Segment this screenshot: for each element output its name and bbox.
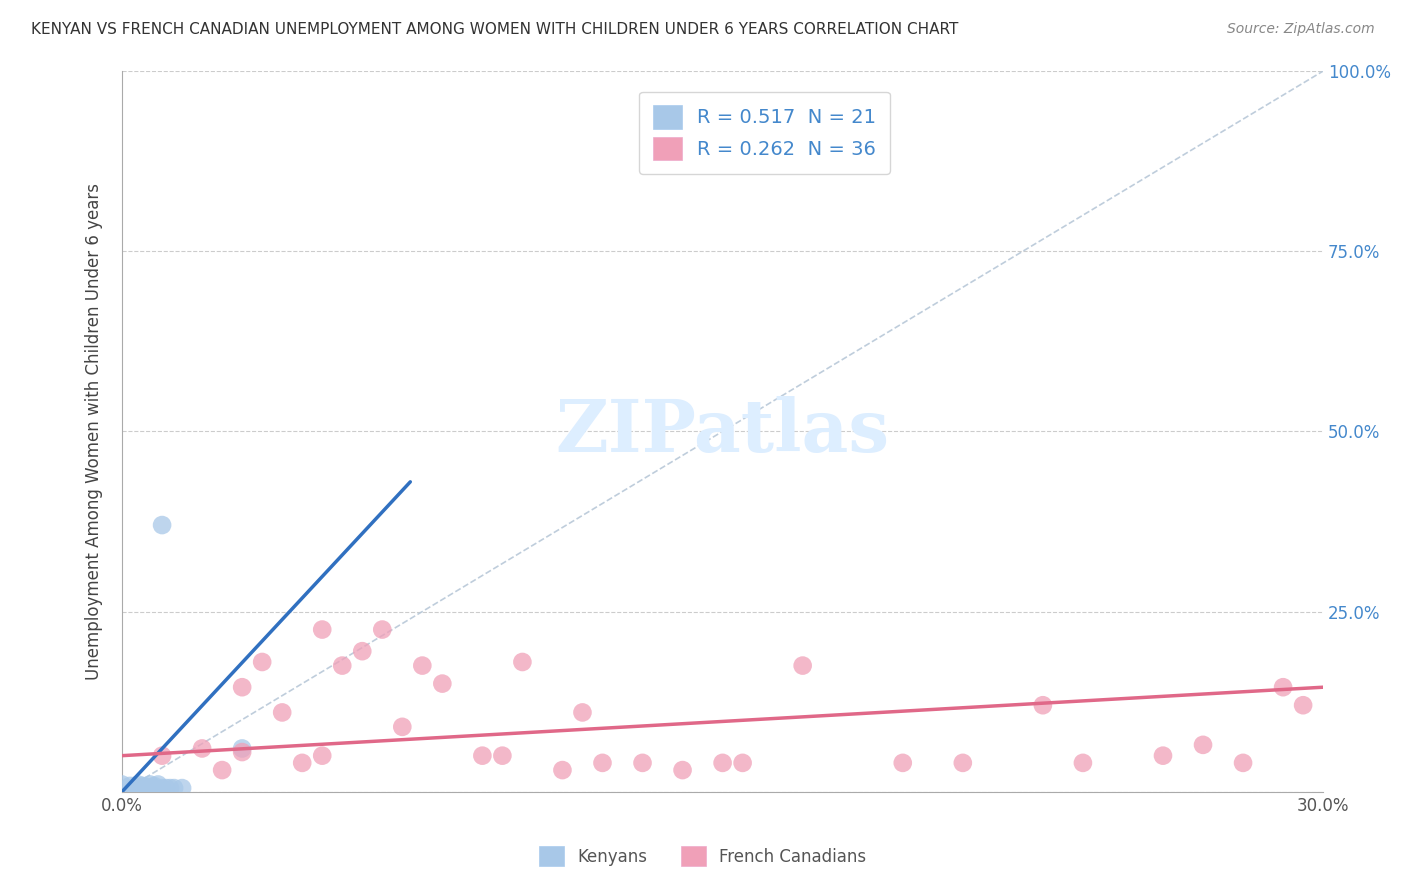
Point — [391, 720, 413, 734]
Point — [122, 781, 145, 796]
Point — [191, 741, 214, 756]
Point — [155, 781, 177, 796]
Point — [371, 623, 394, 637]
Legend: R = 0.517  N = 21, R = 0.262  N = 36: R = 0.517 N = 21, R = 0.262 N = 36 — [640, 92, 890, 174]
Point — [231, 741, 253, 756]
Text: Source: ZipAtlas.com: Source: ZipAtlas.com — [1227, 22, 1375, 37]
Point — [891, 756, 914, 770]
Point — [512, 655, 534, 669]
Point — [131, 781, 153, 796]
Point — [150, 781, 173, 796]
Point — [330, 658, 353, 673]
Point — [1232, 756, 1254, 770]
Point — [143, 779, 166, 793]
Point — [211, 763, 233, 777]
Point — [671, 763, 693, 777]
Point — [250, 655, 273, 669]
Point — [352, 644, 374, 658]
Point — [150, 748, 173, 763]
Point — [411, 658, 433, 673]
Point — [231, 745, 253, 759]
Point — [271, 706, 294, 720]
Point — [631, 756, 654, 770]
Point — [146, 777, 169, 791]
Text: ZIPatlas: ZIPatlas — [555, 396, 890, 467]
Point — [311, 748, 333, 763]
Point — [571, 706, 593, 720]
Point — [551, 763, 574, 777]
Point — [131, 779, 153, 793]
Point — [172, 781, 194, 796]
Point — [139, 777, 162, 791]
Point — [139, 781, 162, 796]
Point — [1071, 756, 1094, 770]
Point — [143, 781, 166, 796]
Legend: Kenyans, French Canadians: Kenyans, French Canadians — [531, 838, 875, 875]
Point — [1192, 738, 1215, 752]
Point — [127, 780, 149, 795]
Point — [1152, 748, 1174, 763]
Point — [135, 780, 157, 794]
Point — [792, 658, 814, 673]
Point — [1272, 680, 1295, 694]
Point — [1292, 698, 1315, 713]
Point — [127, 777, 149, 791]
Point — [291, 756, 314, 770]
Point — [491, 748, 513, 763]
Point — [120, 779, 142, 793]
Point — [471, 748, 494, 763]
Point — [432, 676, 454, 690]
Point — [711, 756, 734, 770]
Point — [135, 781, 157, 796]
Point — [592, 756, 614, 770]
Text: KENYAN VS FRENCH CANADIAN UNEMPLOYMENT AMONG WOMEN WITH CHILDREN UNDER 6 YEARS C: KENYAN VS FRENCH CANADIAN UNEMPLOYMENT A… — [31, 22, 959, 37]
Point — [150, 518, 173, 533]
Y-axis label: Unemployment Among Women with Children Under 6 years: Unemployment Among Women with Children U… — [86, 183, 103, 680]
Point — [111, 777, 134, 791]
Point — [952, 756, 974, 770]
Point — [311, 623, 333, 637]
Point — [731, 756, 754, 770]
Point — [231, 680, 253, 694]
Point — [1032, 698, 1054, 713]
Point — [163, 781, 186, 796]
Point — [159, 781, 181, 796]
